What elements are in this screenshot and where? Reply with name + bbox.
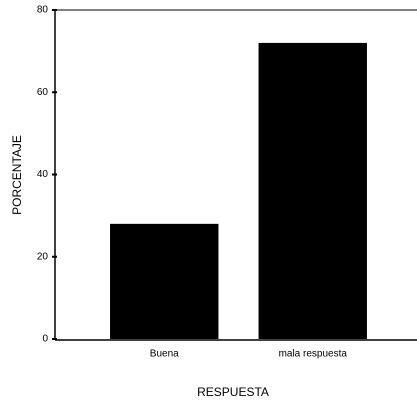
bar	[110, 223, 219, 339]
y-tick-label: 0	[42, 334, 48, 345]
x-axis-title: RESPUESTA	[197, 385, 269, 399]
y-axis-title: PORCENTAJE	[10, 135, 24, 215]
x-tick-label: Buena	[150, 349, 179, 360]
y-tick-label: 40	[37, 169, 49, 180]
y-tick-label: 20	[37, 251, 49, 262]
x-tick-label: mala respuesta	[279, 349, 348, 360]
bar	[258, 42, 367, 340]
y-tick-label: 80	[37, 5, 49, 16]
y-tick-label: 60	[37, 87, 49, 98]
